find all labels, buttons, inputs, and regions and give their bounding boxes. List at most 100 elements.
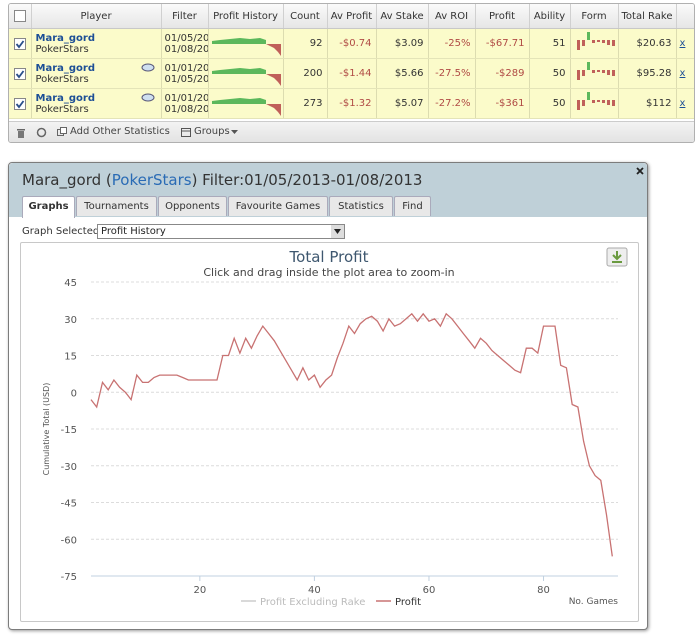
table-row: Mara_gord PokerStars 01/05/20 01/08/20 92 -$0… [9,28,694,59]
player-name[interactable]: Mara_gord [35,92,96,104]
header-cell[interactable]: Total Rake [618,4,677,29]
av-stake: $5.07 [394,98,424,109]
sparkline-gain [211,67,266,74]
av-roi-cell: -25% [428,28,476,59]
total-rake: $95.28 [636,68,672,79]
graph-selected-label: Graph Selected: [22,226,103,237]
note-icon-shape [141,93,154,102]
remove-link[interactable]: x [679,38,686,49]
form-bar [586,31,590,40]
header-cell[interactable]: Form [570,4,619,29]
form-bar [601,69,605,73]
sparkline [211,67,281,86]
player-cell: Mara_gord PokerStars [31,28,162,59]
groups-menu[interactable]: Groups [194,126,230,137]
tab[interactable]: Tournaments [76,196,157,216]
y-tick-label: 0 [71,388,77,399]
table-row: Mara_gord PokerStars 01/01/20 01/05/20 200 -$… [9,58,694,89]
add-statistics[interactable]: Add Other Statistics [70,126,170,137]
legend-label[interactable]: Profit Excluding Rake [260,597,365,608]
checkbox[interactable] [13,10,26,22]
tab[interactable]: Graphs [22,196,75,218]
form-bar [576,39,580,50]
av-stake-cell: $3.09 [376,28,429,59]
profit-line [90,312,613,557]
header-cell[interactable]: Av ROI [428,4,476,29]
filter-to: 01/08/20 [164,103,208,115]
filter-to: 01/08/20 [164,43,208,55]
check-mark [15,39,24,48]
player-name[interactable]: Mara_gord [35,62,96,74]
form-bar [576,69,580,80]
player-site: PokerStars [35,73,89,85]
checkbox-box [13,37,26,50]
title-player: Mara_gord ( [22,171,112,189]
check-cell [9,28,32,59]
ability: 50 [552,98,566,109]
table-body: Mara_gord PokerStars 01/05/20 01/08/20 92 -$0… [9,28,694,119]
count: 273 [303,98,323,109]
chart-title: Total Profit [289,248,369,266]
form-bars [576,61,615,80]
groups-icon [181,128,191,137]
graph-select-value: Profit History [101,226,166,237]
header-cell[interactable]: Count [283,4,328,29]
form-bar [581,99,585,106]
title-site[interactable]: PokerStars [111,171,192,189]
header-cell[interactable]: Ability [529,4,571,29]
toolbar: Add Other Statistics Groups [9,121,694,142]
close-button[interactable] [636,167,644,175]
table-row: Mara_gord PokerStars 01/01/20 01/08/20 273 -$… [9,88,694,119]
filter-cell: 01/01/20 01/05/20 [161,58,209,89]
header-cell[interactable]: Av Profit [327,4,377,29]
header-cell[interactable]: Av Stake [376,4,429,29]
form-bar [596,39,600,42]
form-bar [586,61,590,70]
header-cell[interactable]: Filter [161,4,209,29]
form-bar [611,99,615,106]
legend-label[interactable]: Profit [395,597,421,608]
count: 92 [309,38,323,49]
checkbox[interactable] [13,37,26,50]
tab[interactable]: Favourite Games [228,196,328,216]
sparkline [211,37,281,56]
x-tick-label: 80 [537,585,550,596]
stats-table: Player Filter Profit History Count Av Profit… [9,4,694,119]
tab[interactable]: Opponents [158,196,227,216]
checkbox[interactable] [13,97,26,110]
graph-select[interactable]: Profit History [97,224,345,239]
form-bars [576,91,615,110]
remove-cell: x [676,28,694,59]
av-profit: -$0.74 [339,38,372,49]
player-name[interactable]: Mara_gord [35,32,96,44]
profit: -$67.71 [485,38,525,49]
av-profit: -$1.44 [339,68,372,79]
refresh-icon[interactable] [36,127,47,138]
av-profit: -$1.32 [339,98,372,109]
form-bar [591,69,595,73]
remove-link[interactable]: x [679,98,686,109]
header-cell[interactable]: Player [31,4,162,29]
sparkline-gain [211,37,266,44]
header-cell[interactable]: Profit [475,4,530,29]
form-bar [606,39,610,45]
ability-cell: 50 [529,58,571,89]
player-panel: Mara_gord (PokerStars) Filter:01/05/2013… [8,162,648,630]
profit: -$361 [495,98,525,109]
note-icon-shape [141,63,154,72]
delete-icon[interactable] [16,127,26,138]
tab[interactable]: Find [394,196,431,216]
remove-link[interactable]: x [679,68,686,79]
download-button[interactable] [606,247,628,267]
form-bar [601,99,605,103]
header-cell[interactable]: Profit History [208,4,284,29]
av-stake: $3.09 [394,38,424,49]
player-cell: Mara_gord PokerStars [31,88,162,119]
checkbox[interactable] [13,67,26,80]
filter-from: 01/01/20 [164,62,208,74]
av-roi-cell: -27.5% [428,58,476,89]
tab[interactable]: Statistics [329,196,393,216]
add-icon[interactable] [57,127,67,137]
check-cell [9,58,32,89]
